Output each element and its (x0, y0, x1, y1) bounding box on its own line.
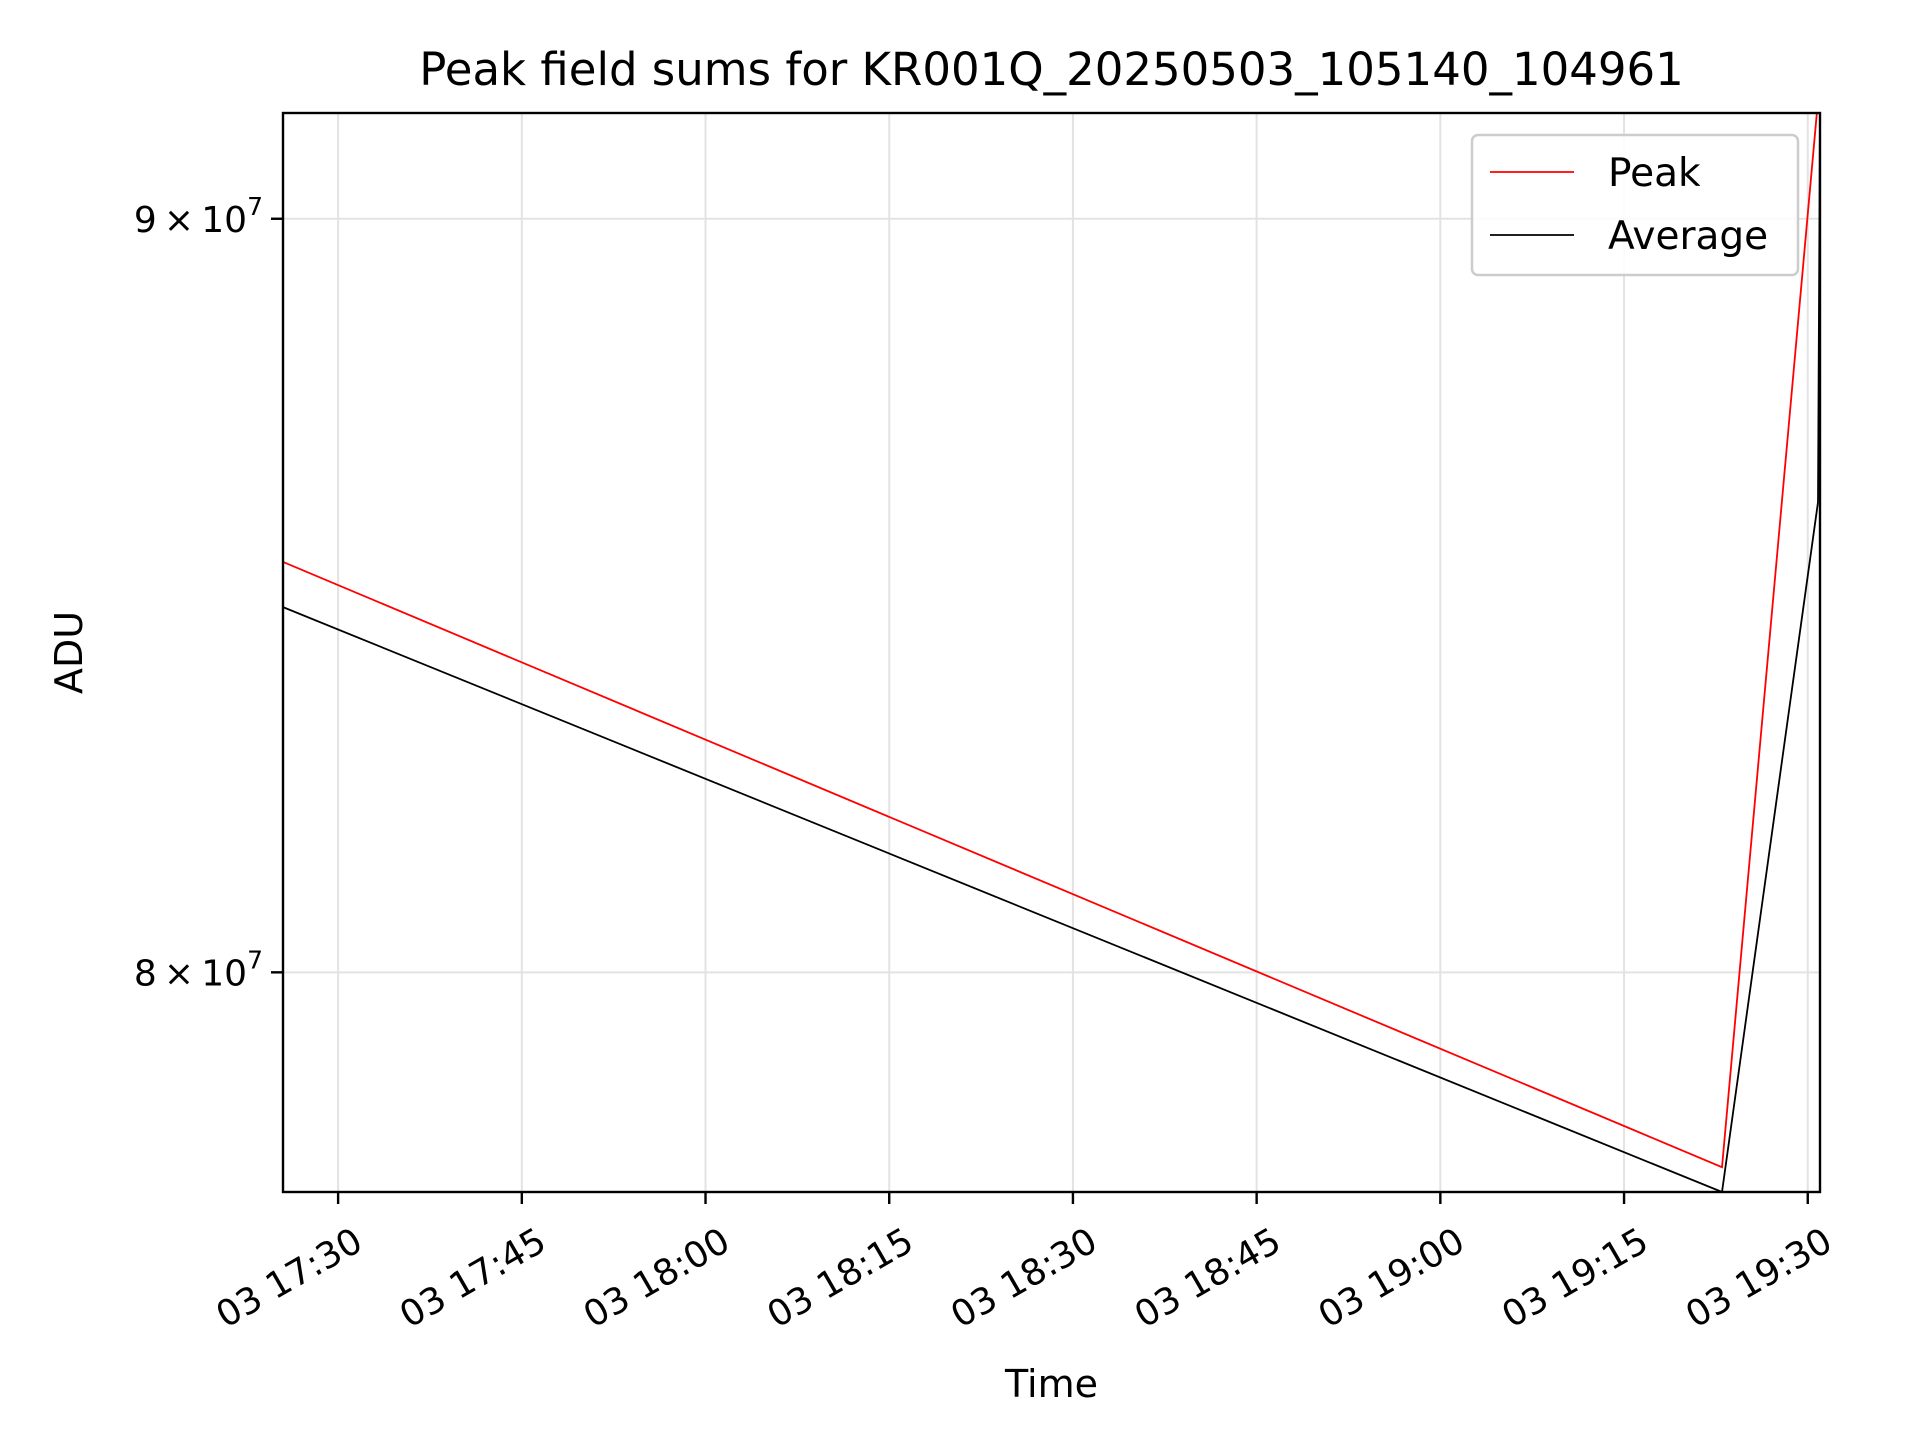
x-axis-label: Time (1004, 1362, 1098, 1406)
legend-label-peak: Peak (1608, 151, 1701, 196)
x-tick-label: 03 18:45 (1128, 1220, 1288, 1336)
plot-frame (281, 111, 1822, 1194)
x-tick-label: 03 18:00 (577, 1220, 737, 1336)
series-line-peak (283, 113, 1818, 1169)
y-axis-label: ADU (47, 611, 91, 694)
x-tick-label: 03 19:00 (1312, 1220, 1472, 1336)
y-tick-exponent: 7 (247, 945, 263, 974)
y-tick-exponent: 7 (247, 192, 263, 221)
x-tick-label: 03 19:15 (1495, 1220, 1655, 1336)
y-tick-mantissa: 9 (134, 200, 157, 241)
legend-box (1470, 133, 1800, 277)
x-tick-label: 03 17:30 (209, 1220, 369, 1336)
chart-title: Peak field sums for KR001Q_20250503_1051… (419, 43, 1683, 96)
grid-lines (283, 113, 1820, 1192)
y-tick-label: 8 × 107 (134, 945, 263, 994)
axes-layer: 03 17:30 03 17:45 03 18:00 03 18:15 03 18:30… (134, 192, 1839, 1337)
x-tick-label: 03 18:30 (944, 1220, 1104, 1336)
legend: Peak Average (1470, 133, 1800, 277)
x-tick-label: 03 18:15 (761, 1220, 921, 1336)
x-tick-label: 03 19:30 (1679, 1220, 1839, 1336)
y-tick-mantissa: 8 (134, 953, 157, 994)
legend-label-average: Average (1608, 214, 1768, 259)
y-tick-label: 9 × 107 (134, 192, 263, 241)
x-tick-label: 03 17:45 (393, 1220, 553, 1336)
